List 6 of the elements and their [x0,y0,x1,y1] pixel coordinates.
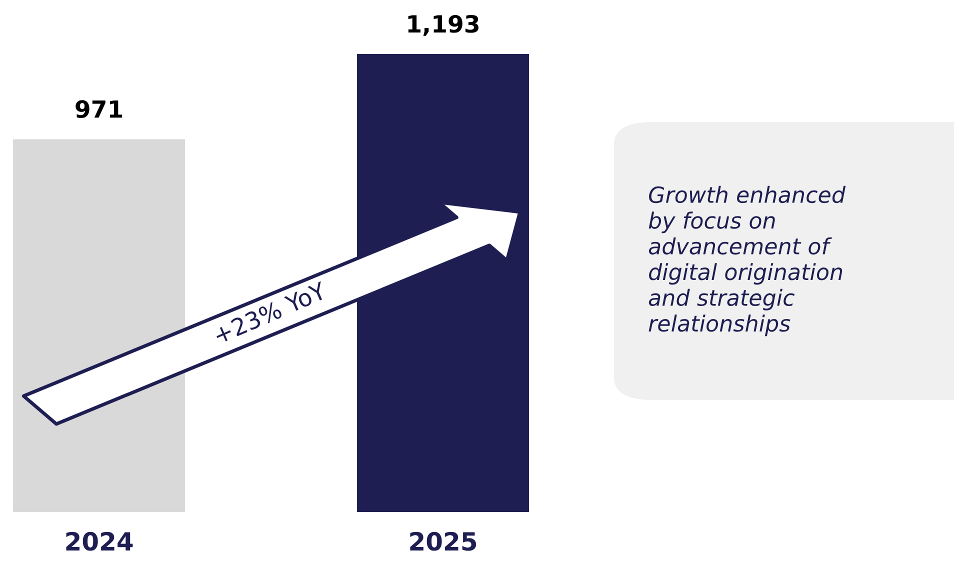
annotation: +23% YoY [212,280,328,344]
x-tick-label: 2024 [66,532,133,551]
data-label: 971 [76,100,122,118]
x-tick-label: 2025 [410,532,476,551]
text: Growth enhanced by focus on advancement of digital origination and strategic relationships [648,186,846,336]
data-label: 1,193 [408,14,478,36]
